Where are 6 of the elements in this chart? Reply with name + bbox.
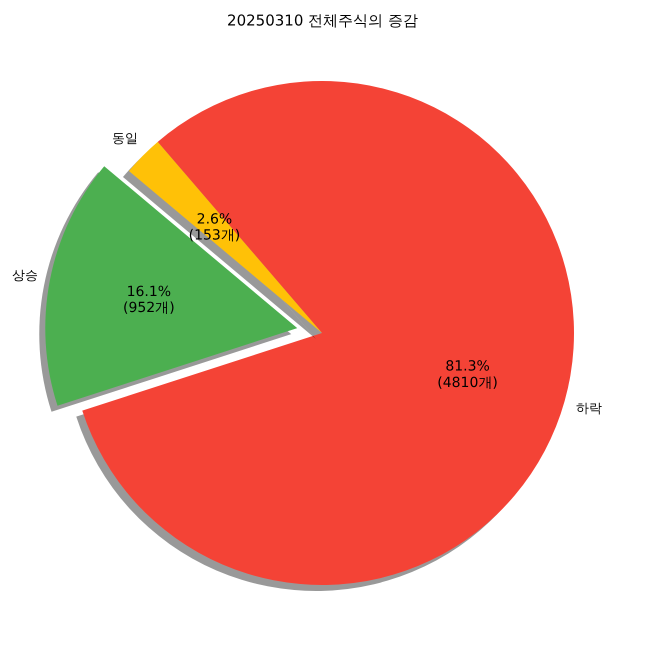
data-label: 81.3% (4810개) [437, 358, 498, 391]
chart-title: 20250310 전체주식의 증감 [227, 11, 418, 30]
data-label: 16.1% (952개) [123, 284, 175, 316]
slice-label: 하락 [576, 401, 602, 416]
slice-label: 상승 [12, 268, 38, 284]
slice-label: 동일 [112, 132, 138, 147]
